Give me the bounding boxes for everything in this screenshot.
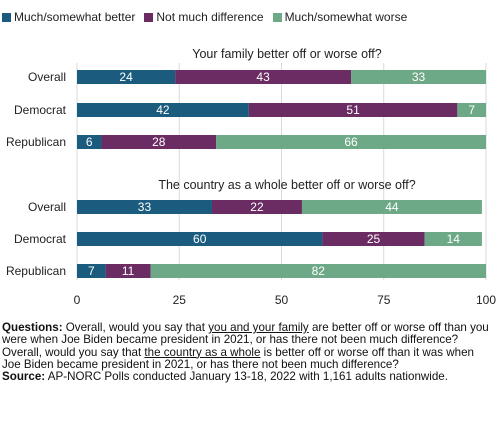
data-label-1-republican-much-somewhat-worse: 66 bbox=[344, 135, 358, 149]
data-label-1-overall-much-somewhat-worse: 33 bbox=[412, 70, 426, 84]
data-label-1-democrat-much-somewhat-worse: 7 bbox=[468, 103, 475, 117]
legend-item-better: Much/somewhat better bbox=[2, 10, 135, 24]
data-label-2-republican-much-somewhat-better: 7 bbox=[88, 264, 95, 278]
legend-item-no-difference: Not much difference bbox=[144, 10, 264, 24]
bar-segment-2-overall-much-somewhat-better bbox=[77, 200, 212, 214]
bar-segment-2-republican-not-much-difference bbox=[105, 264, 151, 278]
data-label-2-republican-much-somewhat-worse: 82 bbox=[312, 264, 326, 278]
category-label-1-republican: Republican bbox=[6, 135, 66, 149]
question-1-underlined: you and your family bbox=[208, 321, 309, 334]
stacked-bar-chart: Your family better off or worse off? Over… bbox=[6, 47, 496, 307]
data-label-2-republican-not-much-difference: 11 bbox=[122, 264, 135, 278]
panel-title-1: Your family better off or worse off? bbox=[192, 47, 382, 61]
legend-swatch-better bbox=[2, 12, 11, 22]
bar-segment-1-republican-not-much-difference bbox=[101, 135, 217, 149]
x-tick-label-0: 0 bbox=[74, 293, 81, 307]
legend-item-worse: Much/somewhat worse bbox=[272, 10, 408, 24]
bar-segment-1-overall-not-much-difference bbox=[175, 70, 352, 84]
bar-segment-2-overall-much-somewhat-worse bbox=[301, 200, 482, 214]
question-2-text-a: Overall, would you say that bbox=[2, 345, 145, 359]
legend-label-worse: Much/somewhat worse bbox=[284, 10, 408, 24]
question-2-underlined: the country as a whole bbox=[144, 345, 261, 359]
bar-segment-2-democrat-not-much-difference bbox=[322, 232, 425, 246]
data-label-1-democrat-much-somewhat-better: 42 bbox=[156, 103, 170, 117]
category-label-1-overall: Overall bbox=[28, 70, 66, 84]
legend-swatch-no-difference bbox=[144, 12, 154, 22]
bar-segment-1-democrat-not-much-difference bbox=[248, 103, 458, 117]
data-label-1-overall-much-somewhat-better: 24 bbox=[119, 70, 133, 84]
x-tick-label-75: 75 bbox=[377, 293, 391, 307]
bar-segment-1-overall-much-somewhat-worse bbox=[351, 70, 486, 84]
source-label: Source: bbox=[2, 370, 46, 384]
data-label-1-republican-not-much-difference: 28 bbox=[152, 135, 166, 149]
questions-label: Questions: bbox=[2, 321, 63, 334]
data-label-2-overall-much-somewhat-worse: 44 bbox=[385, 200, 399, 214]
legend-swatch-worse bbox=[272, 12, 282, 22]
source-note: Source: AP-NORC Polls conducted January … bbox=[2, 371, 494, 383]
category-label-2-democrat: Democrat bbox=[14, 232, 67, 246]
bar-segment-1-overall-much-somewhat-better bbox=[77, 70, 176, 84]
question-1: Questions: Overall, would you say that y… bbox=[2, 321, 494, 347]
bar-segment-2-republican-much-somewhat-better bbox=[77, 264, 106, 278]
bar-segment-1-republican-much-somewhat-better bbox=[77, 135, 102, 149]
bar-segment-1-republican-much-somewhat-worse bbox=[216, 135, 486, 149]
panel-title-2: The country as a whole better off or wor… bbox=[158, 178, 415, 192]
legend-label-better: Much/somewhat better bbox=[14, 10, 136, 24]
category-label-2-overall: Overall bbox=[28, 200, 66, 214]
data-label-2-democrat-much-somewhat-better: 60 bbox=[193, 232, 207, 246]
question-2: Overall, would you say that the country … bbox=[2, 345, 494, 372]
data-label-2-overall-much-somewhat-better: 33 bbox=[138, 200, 152, 214]
data-label-1-overall-not-much-difference: 43 bbox=[256, 70, 270, 84]
legend: Much/somewhat better Not much difference… bbox=[2, 9, 416, 25]
category-label-1-democrat: Democrat bbox=[14, 103, 67, 117]
x-tick-label-50: 50 bbox=[275, 293, 289, 307]
bar-segment-2-democrat-much-somewhat-worse bbox=[424, 232, 482, 246]
data-label-2-democrat-not-much-difference: 25 bbox=[367, 232, 381, 246]
bar-segment-1-democrat-much-somewhat-better bbox=[77, 103, 249, 117]
data-label-1-democrat-not-much-difference: 51 bbox=[346, 103, 360, 117]
question-1-text-a: Overall, would you say that bbox=[62, 321, 209, 334]
data-label-2-overall-not-much-difference: 22 bbox=[250, 200, 264, 214]
legend-label-no-difference: Not much difference bbox=[156, 10, 264, 24]
source-text: AP-NORC Polls conducted January 13-18, 2… bbox=[45, 370, 448, 384]
bar-segment-2-democrat-much-somewhat-better bbox=[77, 232, 323, 246]
bar-segment-1-democrat-much-somewhat-worse bbox=[457, 103, 486, 117]
question-2-text-b: is better off or worse off than it was w… bbox=[2, 345, 474, 371]
data-label-1-republican-much-somewhat-better: 6 bbox=[86, 135, 93, 149]
category-label-2-republican: Republican bbox=[6, 264, 66, 278]
x-tick-label-100: 100 bbox=[476, 293, 496, 307]
bar-segment-2-overall-not-much-difference bbox=[211, 200, 302, 214]
bar-segment-2-republican-much-somewhat-worse bbox=[150, 264, 486, 278]
question-1-text-b: are better off or worse off than you wer… bbox=[2, 321, 489, 347]
data-label-2-democrat-much-somewhat-worse: 14 bbox=[447, 232, 461, 246]
chart-notes: Questions: Overall, would you say that y… bbox=[2, 321, 494, 383]
x-tick-label-25: 25 bbox=[173, 293, 187, 307]
